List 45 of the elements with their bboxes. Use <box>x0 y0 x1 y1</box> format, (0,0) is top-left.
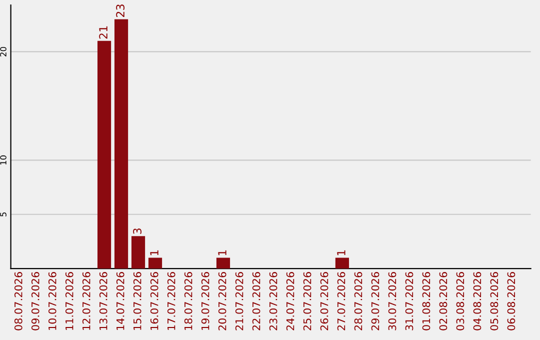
x-tick-label: 10.07.2026 <box>48 272 56 330</box>
x-tick-label: 25.07.2026 <box>303 272 312 330</box>
data-label: 1 <box>218 250 226 256</box>
y-tick-label: 20 <box>0 46 6 56</box>
bar <box>335 258 349 269</box>
x-tick-label: 17.07.2026 <box>167 272 176 330</box>
data-label: 1 <box>150 250 158 256</box>
x-tick-label: 29.07.2026 <box>371 272 380 330</box>
x-tick-label: 19.07.2026 <box>201 272 210 330</box>
x-tick-label: 02.08.2026 <box>439 272 448 330</box>
x-tick-label: 15.07.2026 <box>133 272 142 330</box>
bar <box>148 258 162 269</box>
x-tick-label: 24.07.2026 <box>286 272 294 330</box>
bar <box>131 236 146 269</box>
x-tick-label: 22.07.2026 <box>252 272 260 330</box>
x-tick-label: 28.07.2026 <box>354 272 362 330</box>
x-tick-label: 03.08.2026 <box>456 272 464 330</box>
bar <box>97 40 112 269</box>
x-tick-label: 30.07.2026 <box>388 272 396 330</box>
x-tick-label: 20.07.2026 <box>218 272 226 330</box>
data-label: 21 <box>99 26 108 39</box>
x-tick-label: 09.07.2026 <box>31 272 40 330</box>
y-tick-label: 5 <box>0 212 6 216</box>
bar <box>216 258 230 269</box>
x-tick-label: 18.07.2026 <box>184 272 192 330</box>
x-tick-label: 21.07.2026 <box>235 272 244 330</box>
x-tick-label: 05.08.2026 <box>490 272 498 330</box>
data-label: 23 <box>116 4 124 17</box>
x-tick-label: 13.07.2026 <box>99 272 108 330</box>
bar <box>114 19 128 269</box>
x-tick-label: 27.07.2026 <box>337 272 346 330</box>
x-tick-label: 31.07.2026 <box>405 272 414 330</box>
y-tick-label: 10 <box>0 155 6 165</box>
x-tick-label: 16.07.2026 <box>150 272 158 330</box>
x-tick-label: 04.08.2026 <box>473 272 482 330</box>
x-tick-label: 08.07.2026 <box>14 272 22 330</box>
x-tick-label: 01.08.2026 <box>422 272 430 330</box>
data-label: 1 <box>337 250 346 256</box>
x-tick-label: 23.07.2026 <box>269 272 278 330</box>
x-tick-label: 12.07.2026 <box>82 272 90 330</box>
x-tick-label: 14.07.2026 <box>116 272 124 330</box>
data-label: 3 <box>133 228 142 234</box>
x-tick-label: 11.07.2026 <box>65 272 74 330</box>
x-tick-label: 26.07.2026 <box>320 272 328 330</box>
x-tick-label: 06.08.2026 <box>507 272 516 330</box>
